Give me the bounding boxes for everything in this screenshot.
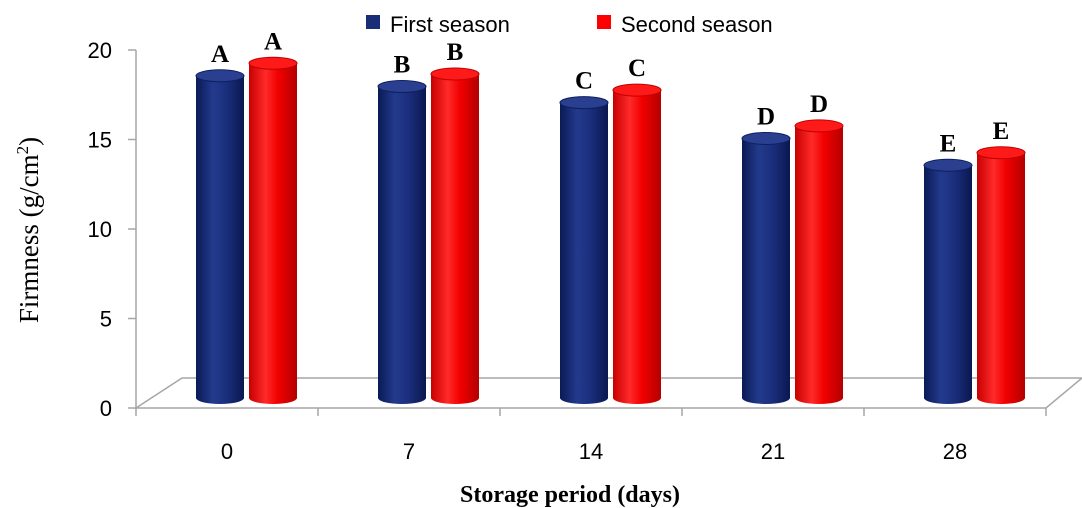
legend: First season Second season <box>366 12 773 37</box>
y-tick-label: 0 <box>100 396 112 421</box>
legend-label-first-season: First season <box>390 12 510 37</box>
bar-body <box>613 90 661 405</box>
significance-letter: B <box>447 39 464 66</box>
legend-label-second-season: Second season <box>621 12 773 37</box>
bar-top <box>195 69 245 83</box>
x-axis-ticks: 0 7 14 21 28 <box>135 408 1047 464</box>
x-tick-label: 0 <box>221 439 233 464</box>
significance-letter: E <box>940 130 957 157</box>
bar-body <box>924 165 972 404</box>
bar-body <box>795 125 843 405</box>
bar <box>559 96 609 405</box>
bar-body <box>378 86 426 404</box>
significance-letter: B <box>394 52 411 79</box>
bar <box>923 158 973 404</box>
significance-letter: A <box>264 28 282 55</box>
significance-letter: C <box>628 55 646 82</box>
bar-top <box>612 83 662 97</box>
bar <box>195 69 245 405</box>
bar <box>612 83 662 405</box>
significance-letter: E <box>993 118 1010 145</box>
significance-letter: C <box>575 68 593 95</box>
significance-letter: D <box>757 103 775 130</box>
bar-body <box>742 138 790 404</box>
bar <box>430 67 480 404</box>
x-tick-label: 28 <box>943 439 967 464</box>
bar <box>377 80 427 404</box>
bar <box>976 146 1026 404</box>
significance-letter: D <box>810 91 828 118</box>
bar-body <box>196 75 244 405</box>
y-tick-label: 15 <box>88 128 112 153</box>
significance-letters: A B C D E A B C D E <box>211 28 1009 157</box>
bar-body <box>431 74 479 404</box>
y-tick-label: 5 <box>100 307 112 332</box>
bar <box>248 56 298 405</box>
bar <box>741 131 791 404</box>
x-tick-label: 14 <box>579 439 603 464</box>
y-tick-label: 10 <box>88 217 112 242</box>
bar-top <box>430 67 480 81</box>
x-axis-title: Storage period (days) <box>460 482 680 508</box>
y-tick-label: 20 <box>88 38 112 63</box>
bar <box>794 119 844 405</box>
plot-floor <box>133 377 1082 409</box>
bar-top <box>976 146 1026 160</box>
y-axis-title: Firmness (g/cm2) <box>13 137 44 323</box>
bar-body <box>977 152 1025 404</box>
legend-swatch-first-season <box>366 15 380 29</box>
bar-body <box>560 102 608 405</box>
significance-letter: A <box>211 41 229 68</box>
bar-top <box>377 80 427 94</box>
bar-top <box>559 96 609 110</box>
x-tick-label: 21 <box>761 439 785 464</box>
y-axis-ticks: 0 5 10 15 20 <box>88 38 136 421</box>
bar-top <box>248 56 298 70</box>
bar-body <box>249 63 297 405</box>
bar-top <box>923 158 973 172</box>
x-tick-label: 7 <box>403 439 415 464</box>
bars-group <box>195 56 1026 405</box>
bar-top <box>794 119 844 133</box>
bar-top <box>741 131 791 145</box>
legend-swatch-second-season <box>597 15 611 29</box>
